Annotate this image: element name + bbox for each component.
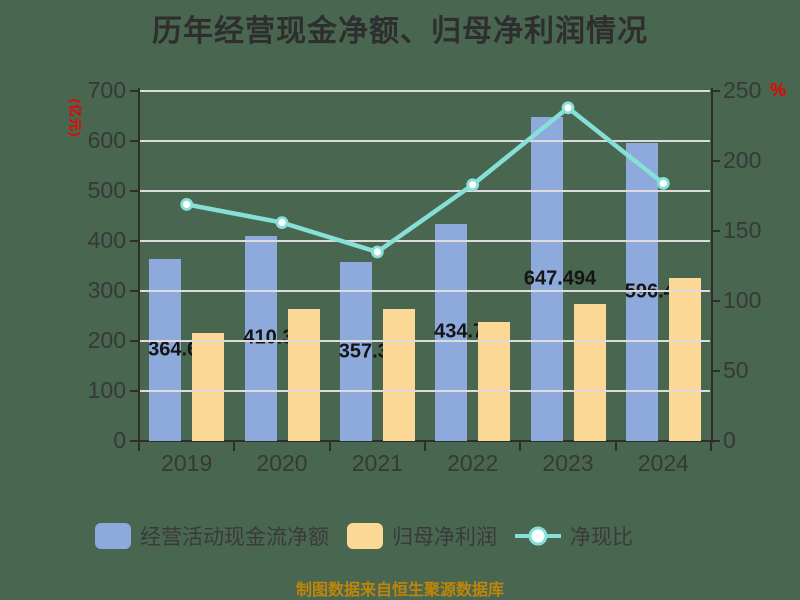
legend-item-ratio: 净现比 [515,521,633,551]
legend-item-net-profit: 归母净利润 [347,521,497,551]
right-axis-tick-label: 0 [723,426,736,453]
ratio-line-marker [561,101,575,115]
bar-operating-cash [244,235,277,441]
ratio-line-marker [466,178,480,192]
x-axis-tick [614,442,617,451]
legend-label-net-profit: 归母净利润 [392,526,497,549]
left-axis-tick-label: 700 [87,76,126,103]
x-axis-year-label: 2023 [542,450,594,476]
gridline [140,390,710,392]
left-axis-tick-label: 600 [87,126,126,153]
operating-cash-swatch-icon [95,523,131,549]
left-axis-tick [130,90,139,92]
right-axis-tick [711,370,720,372]
ratio-line-marker [180,197,194,211]
left-axis-tick [130,340,139,342]
x-axis-year-label: 2024 [637,450,689,476]
right-axis-tick-label: 100 [723,286,762,313]
right-axis-unit-label: % [770,80,787,100]
left-axis-tick-label: 500 [87,176,126,203]
left-axis-tick-label: 0 [113,426,126,453]
bar-net-profit [287,308,320,441]
right-axis-tick [711,230,720,232]
left-axis-line [137,88,140,443]
gridline [140,190,710,192]
bottom-axis-line [137,440,713,442]
left-axis-tick-label: 300 [87,276,126,303]
left-axis-tick-label: 100 [87,376,126,403]
source-caption: 制图数据来自恒生聚源数据库 [295,582,504,599]
ratio-line-marker-icon [515,523,561,549]
left-axis-tick [130,240,139,242]
right-axis-tick-label: 50 [723,356,749,383]
right-axis-tick-label: 200 [723,146,762,173]
gridline [140,140,710,142]
right-axis-tick [711,300,720,302]
chart-title: 历年经营现金净额、归母净利润情况 [152,15,648,48]
bar-operating-cash [339,262,372,441]
x-axis-year-label: 2022 [447,450,499,476]
left-axis-tick-label: 200 [87,326,126,353]
left-axis-tick [130,290,139,292]
bar-net-profit [668,277,701,441]
left-axis-tick [130,390,139,392]
gridline [140,340,710,342]
right-axis-tick-label: 250 [723,76,762,103]
left-axis-tick [130,190,139,192]
ratio-line-marker [656,176,670,190]
left-axis-tick [130,440,139,442]
gridline [140,90,710,92]
bar-operating-cash [435,223,468,441]
right-axis-tick [711,90,720,92]
x-axis-tick [138,442,140,451]
x-axis-year-label: 2021 [351,450,403,476]
x-axis-year-label: 2020 [256,450,308,476]
bar-net-profit [382,308,415,441]
x-axis-tick [328,442,331,451]
left-axis-tick [130,140,139,142]
legend-label-operating-cash: 经营活动现金流净额 [140,526,329,549]
gridline [140,240,710,242]
bar-net-profit [573,303,606,441]
bar-value-label: 647.494 [523,267,597,290]
right-axis-tick-label: 150 [723,216,762,243]
right-axis-line [710,88,713,443]
x-axis-tick [710,442,712,451]
bar-operating-cash [149,258,182,441]
x-axis-tick [233,442,236,451]
gridline [140,290,710,292]
ratio-line-path [184,105,666,255]
x-axis-tick [519,442,522,451]
ratio-line-marker [275,216,289,230]
left-axis-tick-label: 400 [87,226,126,253]
x-axis-tick [424,442,426,451]
ratio-line-marker [370,245,384,259]
x-axis-year-label: 2019 [161,450,213,476]
legend-label-ratio: 净现比 [570,526,633,549]
right-axis-tick [711,440,720,442]
bar-net-profit [192,332,225,441]
legend: 经营活动现金流净额 归母净利润 净现比 [95,520,633,552]
net-profit-swatch-icon [347,523,383,549]
legend-item-operating-cash: 经营活动现金流净额 [95,521,329,551]
right-axis-tick [711,160,720,162]
